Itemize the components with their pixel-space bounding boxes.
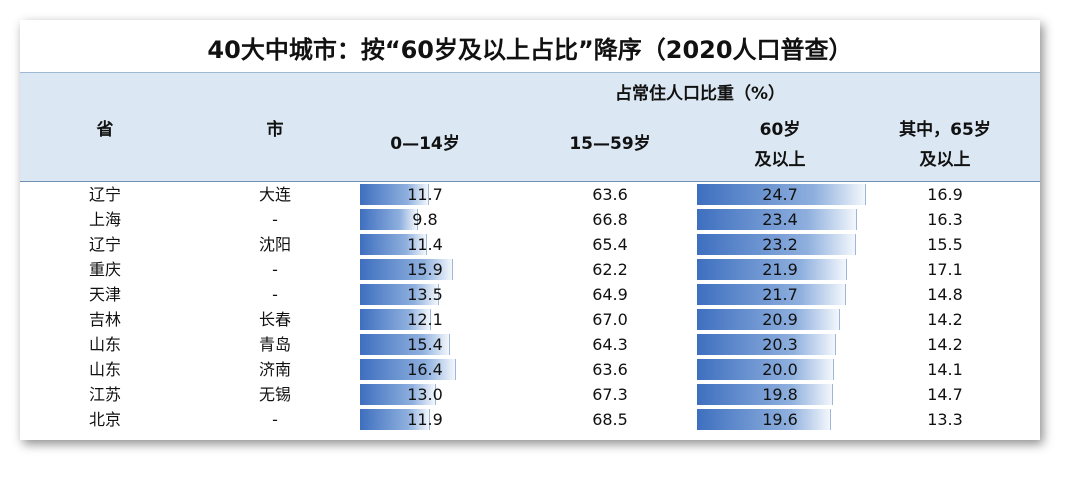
cell: 15.9 [407,260,443,279]
title: 40大中城市：按“60岁及以上占比”降序（2020人口普查） [207,36,853,64]
cell: 11.4 [407,235,443,254]
cell: 15.5 [927,235,963,254]
cell: 23.2 [762,235,798,254]
data-bar [360,309,432,330]
cell: 24.7 [762,185,798,204]
cell: 16.4 [407,360,443,379]
cell: 重庆 [88,260,121,279]
cell: 14.2 [927,310,963,329]
column-header: 市 [266,120,284,140]
cell: 16.9 [927,185,963,204]
cell: 天津 [88,285,121,304]
data-bar [360,259,454,280]
column-header: 及以上 [754,150,806,170]
cell: 63.6 [592,360,628,379]
cell: 北京 [88,410,121,429]
cell: 辽宁 [88,235,121,254]
cell: 67.3 [592,385,628,404]
cell: 辽宁 [88,185,121,204]
cell: 19.6 [762,410,798,429]
cell: 19.8 [762,385,798,404]
data-bar [360,359,457,380]
cell: 21.7 [762,285,798,304]
cell: 青岛 [258,335,291,354]
cell: 山东 [88,360,121,379]
table-card: 40大中城市：按“60岁及以上占比”降序（2020人口普查） 占常住人口比重（%… [20,20,1040,440]
data-bar [697,384,833,405]
column-header: 0—14岁 [390,134,460,154]
cell: 13.5 [407,285,443,304]
cell: 67.0 [592,310,628,329]
data-bar [697,184,866,205]
column-header: 15—59岁 [569,134,651,154]
data-bar [360,209,418,230]
data-bar [697,359,834,380]
cell: 13.3 [927,410,963,429]
cell: - [272,210,278,229]
cell: 12.1 [407,310,443,329]
cell: 14.7 [927,385,963,404]
column-header: 其中，65岁 [899,120,991,140]
cell: 16.3 [927,210,963,229]
data-bar [697,234,856,255]
data-bar [697,259,847,280]
cell: 山东 [88,335,121,354]
cell: 15.4 [407,335,443,354]
cell: 21.9 [762,260,798,279]
cell: 66.8 [592,210,628,229]
data-bar [360,384,437,405]
table-header: 占常住人口比重（%） 省市 0—14岁 15—59岁 60岁 及以上 其中，65岁 及以上 [20,72,1040,182]
data-bar [360,234,428,255]
cell: 17.1 [927,260,963,279]
cell: 吉林 [88,310,121,329]
cell: 上海 [88,210,121,229]
cell: 14.2 [927,335,963,354]
data-bar [360,334,451,355]
cell: - [272,410,278,429]
cell: 64.9 [592,285,628,304]
cell: 63.6 [592,185,628,204]
cell: 9.8 [412,210,438,229]
cell: 62.2 [592,260,628,279]
data-bar [697,409,832,430]
cell: 长春 [258,310,291,329]
data-bar [360,284,440,305]
cell: 14.8 [927,285,963,304]
data-bar [697,309,841,330]
column-header: 及以上 [919,150,971,170]
cell: 65.4 [592,235,628,254]
cell: 14.1 [927,360,963,379]
cell: 13.0 [407,385,443,404]
cell: 11.9 [407,410,443,429]
group-header: 占常住人口比重（%） [614,84,786,104]
data-bar [360,409,431,430]
cell: 大连 [258,185,291,204]
cell: 20.9 [762,310,798,329]
column-header: 60岁 [759,120,801,140]
cell: 68.5 [592,410,628,429]
cell: 20.3 [762,335,798,354]
cell: 无锡 [258,385,291,404]
data-bar [697,209,858,230]
cell: 23.4 [762,210,798,229]
cell: 20.0 [762,360,798,379]
cell: 济南 [258,360,291,379]
cell: - [272,260,278,279]
data-bar [697,284,846,305]
column-header: 省 [96,120,114,140]
cell: - [272,285,278,304]
data-bar [360,184,429,205]
cell: 江苏 [88,385,121,404]
data-bar [697,334,837,355]
cell: 沈阳 [258,235,291,254]
cell: 64.3 [592,335,628,354]
cell: 11.7 [407,185,443,204]
